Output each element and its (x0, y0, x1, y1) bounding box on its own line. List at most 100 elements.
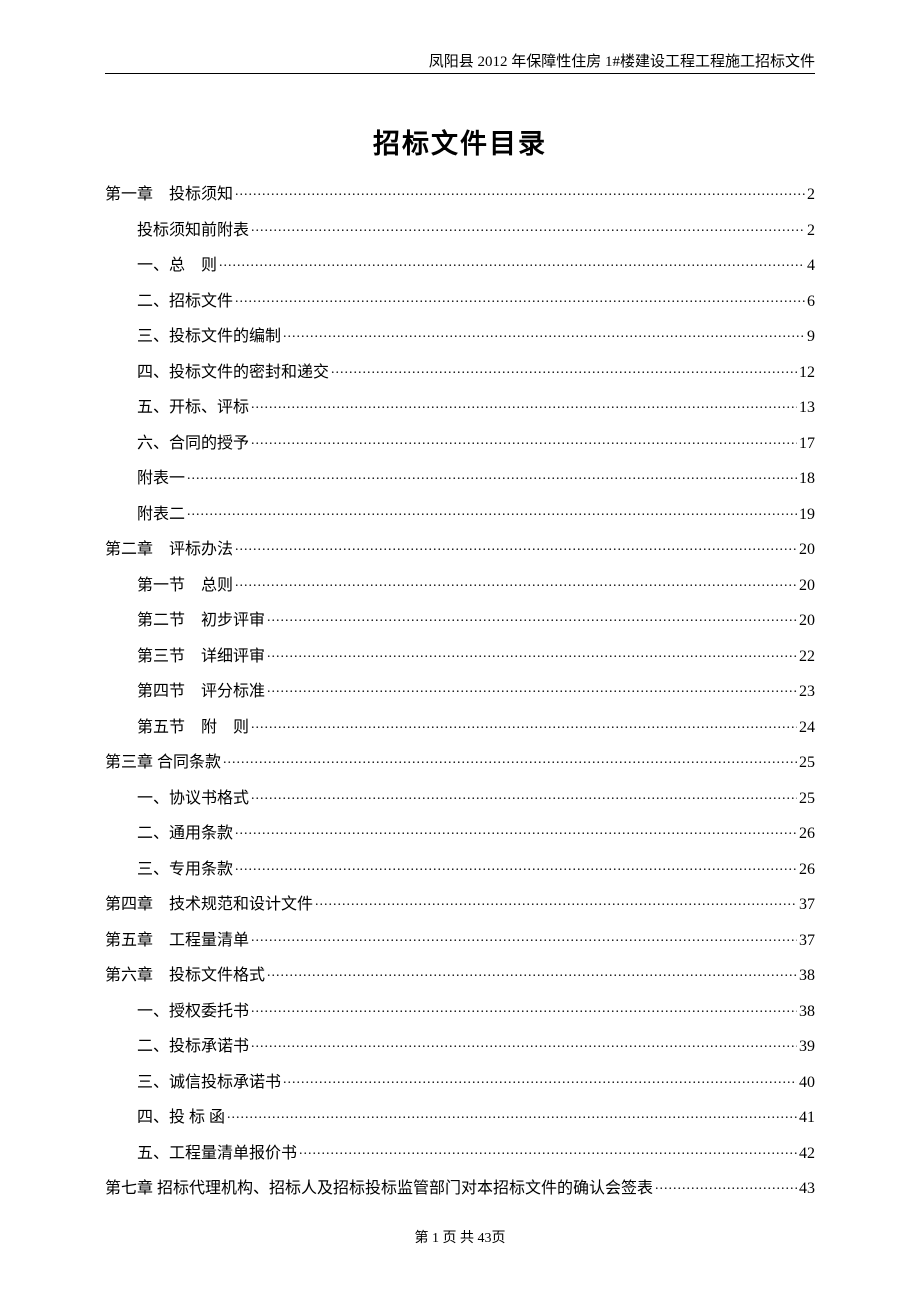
toc-leader-dots (267, 609, 797, 625)
toc-entry: 第四节 评分标准23 (105, 680, 815, 700)
toc-entry: 第一节 总则20 (105, 574, 815, 594)
toc-entry: 第二章 评标办法 20 (105, 538, 815, 558)
toc-page-number: 37 (799, 933, 815, 949)
toc-label: 三、投标文件的编制 (137, 329, 281, 345)
toc-entry: 第六章 投标文件格式38 (105, 964, 815, 984)
toc-page-number: 38 (799, 1004, 815, 1020)
toc-label: 第一节 总则 (137, 578, 233, 594)
toc-entry: 第五章 工程量清单 37 (105, 929, 815, 949)
toc-leader-dots (235, 183, 805, 199)
toc-label: 六、合同的授予 (137, 436, 249, 452)
document-page: 凤阳县 2012 年保障性住房 1#楼建设工程工程施工招标文件 招标文件目录 第… (0, 0, 920, 1197)
toc-entry: 四、投标文件的密封和递交 12 (105, 361, 815, 381)
toc-page-number: 20 (799, 542, 815, 558)
toc-page-number: 25 (799, 755, 815, 771)
toc-page-number: 24 (799, 720, 815, 736)
toc-label: 附表二 (137, 507, 185, 523)
toc-page-number: 18 (799, 471, 815, 487)
toc-entry: 第七章 招标代理机构、招标人及招标投标监管部门对本招标文件的确认会签表43 (105, 1177, 815, 1197)
toc-entry: 五、开标、评标 13 (105, 396, 815, 416)
toc-page-number: 19 (799, 507, 815, 523)
toc-leader-dots (315, 893, 797, 909)
toc-leader-dots (251, 1035, 797, 1051)
toc-entry: 第一章 投标须知 2 (105, 183, 815, 203)
toc-page-number: 13 (799, 400, 815, 416)
toc-leader-dots (235, 290, 805, 306)
toc-page-number: 41 (799, 1110, 815, 1126)
toc-page-number: 2 (807, 187, 815, 203)
toc-label: 投标须知前附表 (137, 223, 249, 239)
toc-label: 一、授权委托书 (137, 1004, 249, 1020)
toc-entry: 第二节 初步评审20 (105, 609, 815, 629)
toc-label: 附表一 (137, 471, 185, 487)
toc-leader-dots (267, 680, 797, 696)
toc-page-number: 26 (799, 862, 815, 878)
toc-page-number: 20 (799, 613, 815, 629)
toc-page-number: 26 (799, 826, 815, 842)
toc-entry: 一、总 则4 (105, 254, 815, 274)
toc-label: 第五节 附 则 (137, 720, 249, 736)
toc-leader-dots (187, 467, 797, 483)
toc-leader-dots (251, 432, 797, 448)
toc-page-number: 12 (799, 365, 815, 381)
toc-leader-dots (223, 751, 797, 767)
toc-page-number: 9 (807, 329, 815, 345)
toc-entry: 投标须知前附表 2 (105, 219, 815, 239)
page-footer: 第 1 页 共 43页 (0, 1227, 920, 1247)
toc-entry: 四、投 标 函 41 (105, 1106, 815, 1126)
toc-entry: 二、招标文件6 (105, 290, 815, 310)
toc-page-number: 25 (799, 791, 815, 807)
toc-entry: 二、投标承诺书39 (105, 1035, 815, 1055)
toc-label: 一、协议书格式 (137, 791, 249, 807)
toc-leader-dots (219, 254, 805, 270)
toc-leader-dots (267, 964, 797, 980)
toc-label: 第二章 评标办法 (105, 542, 233, 558)
toc-entry: 三、诚信投标承诺书 40 (105, 1071, 815, 1091)
table-of-contents: 第一章 投标须知 2 投标须知前附表 2 一、总 则4 二、招标文件6 三、投标文件的编制 9… (105, 183, 815, 1197)
toc-leader-dots (187, 503, 797, 519)
toc-label: 五、开标、评标 (137, 400, 249, 416)
toc-page-number: 22 (799, 649, 815, 665)
toc-label: 第三章 合同条款 (105, 755, 221, 771)
toc-entry: 一、授权委托书 38 (105, 1000, 815, 1020)
toc-label: 第一章 投标须知 (105, 187, 233, 203)
toc-leader-dots (227, 1106, 797, 1122)
toc-page-number: 40 (799, 1075, 815, 1091)
toc-page-number: 2 (807, 223, 815, 239)
toc-leader-dots (251, 1000, 797, 1016)
toc-page-number: 39 (799, 1039, 815, 1055)
toc-entry: 三、专用条款26 (105, 858, 815, 878)
toc-label: 二、招标文件 (137, 294, 233, 310)
toc-leader-dots (251, 929, 797, 945)
toc-leader-dots (251, 716, 797, 732)
toc-entry: 第三章 合同条款 25 (105, 751, 815, 771)
toc-entry: 第五节 附 则 24 (105, 716, 815, 736)
toc-entry: 一、协议书格式 25 (105, 787, 815, 807)
toc-entry: 三、投标文件的编制 9 (105, 325, 815, 345)
toc-entry: 第三节 详细评审22 (105, 645, 815, 665)
toc-entry: 第四章 技术规范和设计文件 37 (105, 893, 815, 913)
toc-leader-dots (283, 325, 805, 341)
toc-label: 四、投 标 函 (137, 1110, 225, 1126)
toc-leader-dots (235, 822, 797, 838)
toc-leader-dots (331, 361, 797, 377)
toc-leader-dots (283, 1071, 797, 1087)
toc-entry: 五、工程量清单报价书42 (105, 1142, 815, 1162)
toc-leader-dots (655, 1177, 797, 1193)
toc-page-number: 42 (799, 1146, 815, 1162)
toc-leader-dots (267, 645, 797, 661)
toc-label: 三、诚信投标承诺书 (137, 1075, 281, 1091)
toc-label: 第五章 工程量清单 (105, 933, 249, 949)
toc-leader-dots (251, 787, 797, 803)
page-header: 凤阳县 2012 年保障性住房 1#楼建设工程工程施工招标文件 (105, 50, 815, 74)
toc-entry: 六、合同的授予17 (105, 432, 815, 452)
toc-leader-dots (251, 219, 805, 235)
toc-label: 四、投标文件的密封和递交 (137, 365, 329, 381)
toc-leader-dots (235, 858, 797, 874)
toc-label: 第七章 招标代理机构、招标人及招标投标监管部门对本招标文件的确认会签表 (105, 1181, 653, 1197)
toc-entry: 附表一 18 (105, 467, 815, 487)
toc-page-number: 37 (799, 897, 815, 913)
toc-leader-dots (299, 1142, 797, 1158)
toc-page-number: 23 (799, 684, 815, 700)
toc-label: 第四章 技术规范和设计文件 (105, 897, 313, 913)
